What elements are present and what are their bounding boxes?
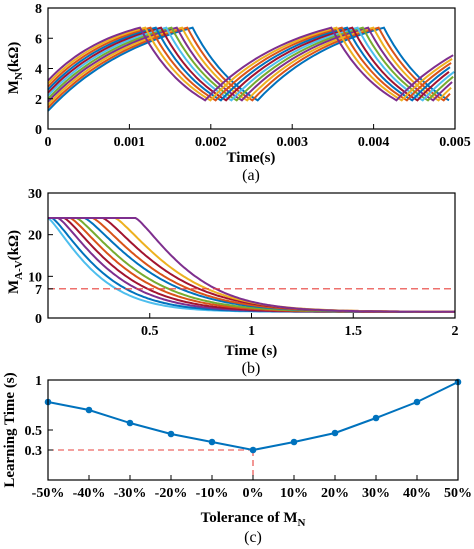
y-tick-label: 0.5	[25, 424, 43, 439]
x-tick-label: 20%	[321, 486, 349, 501]
panel-b-caption: (b)	[242, 360, 261, 377]
x-tick-label: 40%	[403, 486, 431, 501]
y-tick-label: 4	[35, 63, 42, 78]
panel-b-y-ticks: 0 710 20 30	[28, 187, 53, 327]
panel-c-point	[372, 414, 380, 422]
x-tick-label: -50%	[32, 486, 65, 501]
panel-c-point	[413, 398, 421, 406]
x-tick-label: 0	[45, 135, 52, 150]
panel-c-x-ticks: -50% -40% -30% -20% -10% 0% 10% 20% 30% 40% 50%	[32, 475, 472, 501]
panel-a-series-line	[47, 26, 453, 103]
x-tick-label: 0%	[243, 486, 264, 501]
panel-a-y-ticks: 0 2 4 6 8	[35, 2, 53, 138]
y-tick-label: 6	[35, 32, 42, 47]
x-tick-label: 1.5	[345, 324, 363, 339]
panel-b-ylabel: MA-V(kΩ)	[6, 230, 25, 294]
x-tick-label: -10%	[196, 486, 229, 501]
panel-a-caption: (a)	[242, 167, 260, 184]
panel-a-series-line	[47, 26, 452, 102]
y-tick-label: 0	[35, 312, 42, 327]
x-tick-label: -20%	[155, 486, 188, 501]
panel-b-series-line	[48, 217, 455, 313]
panel-c-series-line	[47, 381, 459, 452]
panel-b-x-ticks: 0.5 1 1.5 2	[141, 313, 459, 339]
x-tick-label: 50%	[444, 486, 472, 501]
panel-c: -50% -40% -30% -20% -10% 0% 10% 20% 30% 40% 50% 0.…	[2, 372, 472, 546]
panel-b: 0.5 1 1.5 2 0 710 20 30 MA-V(kΩ) Time (s) (b)	[6, 187, 459, 377]
x-tick-label: 1	[248, 324, 255, 339]
panel-b-series	[47, 217, 455, 313]
panel-a-xlabel: Time(s)	[227, 150, 276, 166]
y-tick-label: 20	[28, 229, 42, 244]
x-tick-label: 0.001	[114, 135, 146, 150]
panel-c-point	[249, 446, 257, 454]
panel-a-series-line	[47, 26, 452, 106]
x-tick-label: 0.5	[141, 324, 159, 339]
panel-c-point	[208, 438, 216, 446]
panel-a-series-line	[47, 26, 451, 102]
panel-a-x-ticks: 0 0.001 0.002 0.003 0.004 0.005	[45, 124, 471, 150]
x-tick-label: -40%	[73, 486, 106, 501]
panel-c-caption: (c)	[244, 529, 262, 546]
y-tick-label: 0.3	[25, 444, 43, 459]
panel-a-series-line	[47, 26, 451, 109]
y-tick-label: 30	[28, 187, 42, 202]
y-tick-label: 1	[35, 374, 42, 389]
panel-c-xlabel: Tolerance of MN	[201, 510, 306, 529]
x-tick-label: 10%	[280, 486, 308, 501]
panel-c-y-ticks: 0.3 0.5 1	[25, 374, 53, 459]
x-tick-label: 0.002	[195, 135, 227, 150]
panel-a-series-line	[47, 26, 454, 102]
y-tick-label: 8	[35, 2, 42, 17]
panel-b-xlabel: Time (s)	[225, 343, 278, 359]
panel-c-point	[85, 406, 93, 414]
panel-a-ylabel: MN(kΩ)	[6, 42, 25, 94]
panel-a-series-line	[47, 26, 453, 102]
x-tick-label: 0.003	[276, 135, 308, 150]
x-tick-label: 0.004	[358, 135, 390, 150]
panel-c-ylabel: Learning Time (s)	[2, 372, 18, 487]
panel-a-series-line	[47, 26, 450, 112]
y-tick-label: 2	[35, 93, 42, 108]
x-tick-label: 2	[452, 324, 459, 339]
panel-a-series-line	[47, 26, 454, 102]
panel-a-series-line	[47, 26, 450, 102]
panel-a-series-line	[47, 26, 455, 102]
panel-c-point	[167, 430, 175, 438]
panel-a-series	[47, 26, 455, 112]
panel-c-point	[126, 419, 134, 427]
y-tick-label: 7	[35, 283, 42, 298]
x-tick-label: -30%	[114, 486, 147, 501]
x-tick-label: 30%	[362, 486, 390, 501]
x-tick-label: 0.005	[439, 135, 471, 150]
panel-c-point	[290, 438, 298, 446]
panel-b-series-line	[48, 217, 455, 313]
panel-c-point	[331, 429, 339, 437]
y-tick-label: 0	[35, 123, 42, 138]
y-tick-label: 10	[28, 270, 42, 285]
